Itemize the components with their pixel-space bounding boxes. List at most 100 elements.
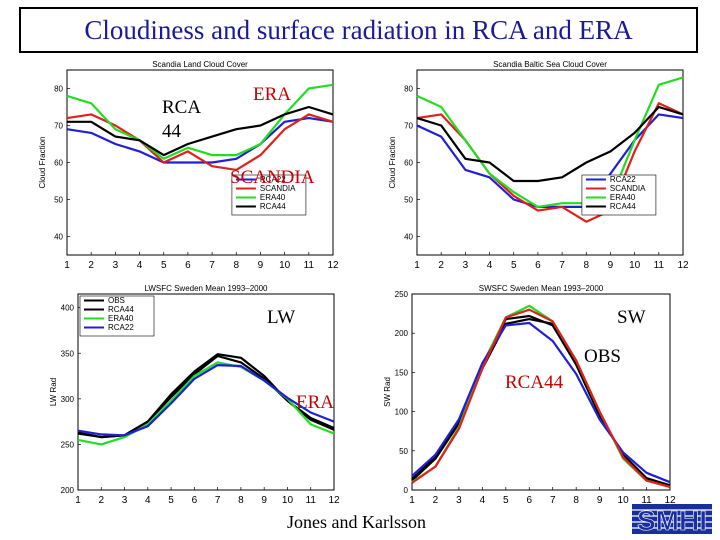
x-tick-label: 9 (258, 260, 264, 271)
x-tick-label: 12 (327, 260, 339, 271)
y-tick-label: 100 (395, 408, 409, 417)
x-tick-label: 1 (75, 495, 81, 506)
legend-label: RCA44 (260, 202, 286, 211)
annotation-era-lw: ERA (296, 392, 334, 413)
x-tick-label: 4 (137, 260, 143, 271)
smhi-logo: SMHI (632, 504, 712, 536)
x-tick-label: 4 (480, 495, 486, 506)
legend-label: RCA22 (108, 323, 134, 332)
y-axis-label: Cloud Fraction (388, 136, 397, 188)
x-tick-label: 6 (535, 260, 541, 271)
x-tick-label: 6 (526, 495, 532, 506)
annotation-rca44-sw: RCA44 (505, 372, 564, 393)
annotation-era-top: ERA (253, 84, 291, 105)
title-box: Cloudiness and surface radiation in RCA … (19, 7, 698, 53)
y-tick-label: 250 (395, 290, 409, 299)
chart-title: LWSFC Sweden Mean 1993–2000 (144, 284, 268, 293)
x-tick-label: 12 (328, 495, 340, 506)
x-tick-label: 11 (654, 260, 665, 271)
x-tick-label: 11 (304, 260, 315, 271)
series-line-rca22 (66, 116, 334, 164)
x-tick-label: 10 (618, 495, 630, 506)
y-tick-label: 0 (404, 486, 409, 495)
y-tick-label: 60 (404, 159, 413, 168)
annotation-obs: OBS (584, 346, 621, 367)
x-tick-label: 9 (261, 495, 267, 506)
x-tick-label: 2 (438, 260, 444, 271)
x-tick-label: 4 (487, 260, 493, 271)
series-line-rca22 (416, 113, 684, 208)
x-tick-label: 8 (573, 495, 579, 506)
series-line-era40 (416, 76, 684, 208)
annotation-sw: SW (617, 307, 646, 328)
series-line-era40 (66, 83, 334, 160)
series-line-rca22 (77, 363, 335, 437)
y-tick-label: 200 (61, 486, 75, 495)
x-tick-label: 7 (559, 260, 565, 271)
y-tick-label: 40 (54, 233, 63, 242)
x-tick-label: 7 (215, 495, 221, 506)
x-tick-label: 12 (664, 495, 676, 506)
x-tick-label: 10 (279, 260, 291, 271)
series-line-era40 (77, 361, 335, 446)
y-tick-label: 40 (404, 233, 413, 242)
x-tick-label: 6 (185, 260, 191, 271)
author-credit: Jones and Karlsson (287, 512, 426, 532)
y-tick-label: 50 (399, 447, 408, 456)
legend-label: ERA40 (260, 193, 286, 202)
x-tick-label: 10 (282, 495, 294, 506)
legend-box (79, 295, 155, 337)
x-tick-label: 1 (414, 260, 420, 271)
y-axis-label: Cloud Fraction (38, 136, 47, 188)
series-line-rca44 (416, 105, 684, 183)
legend-label: RCA44 (108, 305, 134, 314)
y-tick-label: 400 (61, 304, 75, 313)
x-tick-label: 10 (629, 260, 641, 271)
x-tick-label: 1 (64, 260, 70, 271)
chart-title: SWSFC Sweden Mean 1993–2000 (479, 284, 604, 293)
x-tick-label: 8 (583, 260, 589, 271)
legend-label: RCA22 (260, 175, 286, 184)
y-tick-label: 80 (54, 85, 63, 94)
x-tick-label: 7 (209, 260, 215, 271)
y-tick-label: 70 (54, 122, 63, 131)
legend-label: ERA40 (108, 314, 134, 323)
x-tick-label: 3 (122, 495, 128, 506)
y-axis-label: SW Rad (383, 377, 392, 407)
legend-label: RCA22 (610, 175, 636, 184)
x-tick-label: 1 (409, 495, 415, 506)
logo-text: SMHI (637, 505, 707, 536)
x-tick-label: 3 (113, 260, 119, 271)
x-tick-label: 2 (88, 260, 94, 271)
x-tick-label: 6 (192, 495, 198, 506)
x-tick-label: 12 (677, 260, 689, 271)
annotation-lw: LW (267, 307, 296, 328)
y-tick-label: 350 (61, 349, 75, 358)
legend-label: ERA40 (610, 193, 636, 202)
x-tick-label: 8 (233, 260, 239, 271)
x-tick-label: 5 (168, 495, 174, 506)
series-line-scandia (411, 308, 671, 488)
x-tick-label: 7 (550, 495, 556, 506)
x-tick-label: 3 (463, 260, 469, 271)
x-tick-label: 5 (161, 260, 167, 271)
x-tick-label: 3 (456, 495, 462, 506)
y-tick-label: 300 (61, 395, 75, 404)
legend-label: SCANDIA (260, 184, 296, 193)
y-tick-label: 60 (54, 159, 63, 168)
legend-label: OBS (108, 296, 125, 305)
y-tick-label: 200 (395, 329, 409, 338)
x-tick-label: 9 (597, 495, 603, 506)
legend-label: SCANDIA (610, 184, 646, 193)
x-tick-label: 2 (98, 495, 104, 506)
chart-title: Scandia Baltic Sea Cloud Cover (493, 60, 607, 69)
y-tick-label: 250 (61, 440, 75, 449)
y-axis-label: LW Rad (49, 378, 58, 406)
y-tick-label: 150 (395, 368, 409, 377)
page-title: Cloudiness and surface radiation in RCA … (84, 14, 633, 45)
chart-title: Scandia Land Cloud Cover (152, 60, 248, 69)
annotation-rca44: RCA 44 (162, 97, 202, 142)
